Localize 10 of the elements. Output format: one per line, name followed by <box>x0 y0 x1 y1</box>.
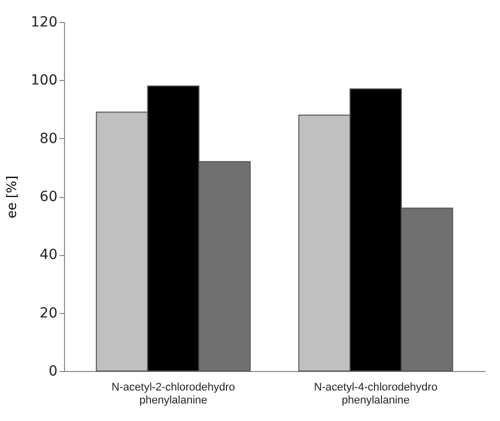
x-tick-label: N-acetyl-2-chlorodehydro phenylalanine <box>112 382 236 406</box>
y-tick-label: 120 <box>30 14 58 30</box>
y-tick-label: 80 <box>40 130 58 147</box>
y-tick-label: 60 <box>40 189 58 205</box>
y-tick-label: 0 <box>48 364 58 380</box>
y-tick-label: 40 <box>40 247 58 264</box>
y-tick-label: 20 <box>40 305 58 322</box>
y-tick-label: 100 <box>30 72 58 89</box>
x-tick-label: N-acetyl-4-chlorodehydro phenylalanine <box>314 382 438 406</box>
y-axis-title: ee [%] <box>4 176 20 218</box>
